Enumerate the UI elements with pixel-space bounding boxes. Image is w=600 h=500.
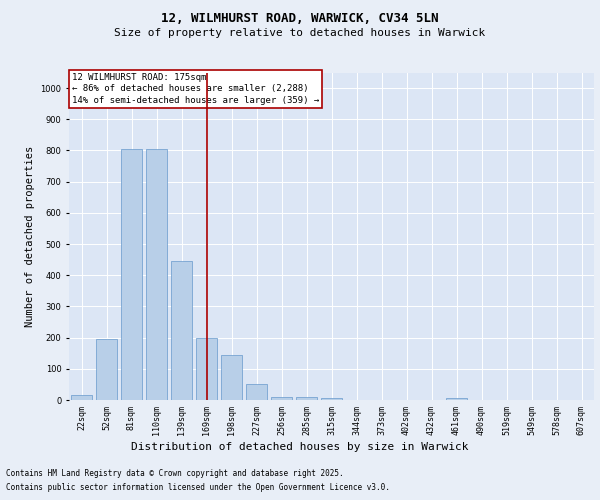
Bar [296, 397, 317, 400]
Text: Size of property relative to detached houses in Warwick: Size of property relative to detached ho… [115, 28, 485, 38]
Bar [146, 149, 167, 400]
Bar [446, 398, 467, 400]
Bar [196, 338, 217, 400]
Bar [71, 396, 92, 400]
Text: Distribution of detached houses by size in Warwick: Distribution of detached houses by size … [131, 442, 469, 452]
Bar [246, 384, 267, 400]
Text: 12 WILMHURST ROAD: 175sqm
← 86% of detached houses are smaller (2,288)
14% of se: 12 WILMHURST ROAD: 175sqm ← 86% of detac… [71, 72, 319, 105]
Bar [96, 339, 117, 400]
Text: 12, WILMHURST ROAD, WARWICK, CV34 5LN: 12, WILMHURST ROAD, WARWICK, CV34 5LN [161, 12, 439, 26]
Bar [121, 149, 142, 400]
Y-axis label: Number of detached properties: Number of detached properties [25, 146, 35, 327]
Text: Contains public sector information licensed under the Open Government Licence v3: Contains public sector information licen… [6, 484, 390, 492]
Bar [171, 261, 192, 400]
Bar [271, 397, 292, 400]
Text: Contains HM Land Registry data © Crown copyright and database right 2025.: Contains HM Land Registry data © Crown c… [6, 468, 344, 477]
Bar [221, 355, 242, 400]
Bar [321, 398, 342, 400]
